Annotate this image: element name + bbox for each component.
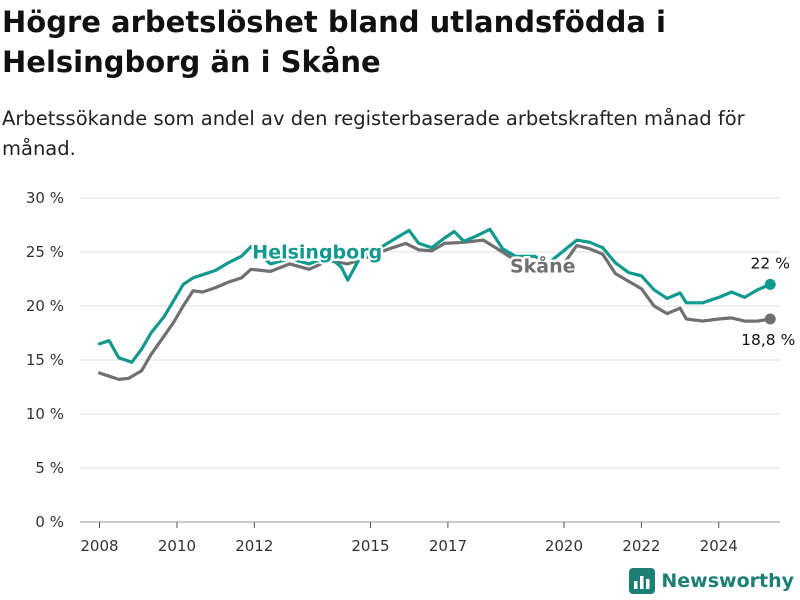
series-labels: Helsingborg Skåne 22 % 18,8 % [250,239,798,351]
y-tick-label: 10 % [26,405,64,423]
chart-subtitle: Arbetssökande som andel av den registerb… [2,107,745,160]
y-axis: 0 % 5 % 10 % 15 % 20 % 25 % 30 % [26,189,64,531]
chart-title: Högre arbetslöshet bland utlandsfödda i … [2,5,666,79]
brand-name: Newsworthy [661,570,794,592]
bar-chart-logo-icon [629,568,656,594]
x-tick-label: 2020 [545,537,583,555]
end-label-helsingborg: 22 % [751,254,790,272]
x-tick-label: 2010 [158,537,196,555]
y-tick-label: 5 % [35,459,64,477]
y-tick-label: 0 % [35,513,64,531]
series-lines [97,227,776,381]
end-point-helsingborg [764,278,776,290]
series-label-skane: Skåne [510,253,576,277]
series-line-skåne [97,238,772,381]
y-tick-label: 25 % [26,243,64,261]
end-point-skåne [764,313,776,325]
x-tick-label: 2008 [80,537,118,555]
x-tick-label: 2022 [622,537,660,555]
y-tick-label: 15 % [26,351,64,369]
x-tick-label: 2024 [700,537,738,555]
series-line-helsingborg [97,227,772,364]
y-tick-label: 30 % [26,189,64,207]
x-axis: 2008 2010 2012 2015 2017 2020 2022 2024 [80,522,738,555]
x-tick-label: 2015 [351,537,389,555]
line-chart: 0 %5 %10 %15 %20 %25 %30 % 2008 2010 2012 2… [26,189,798,555]
x-tick-label: 2017 [429,537,467,555]
brand-logo[interactable]: Newsworthy [629,568,794,594]
series-label-helsingborg: Helsingborg [252,241,382,263]
x-tick-label: 2012 [235,537,273,555]
y-tick-label: 20 % [26,297,64,315]
end-label-skane: 18,8 % [741,331,795,349]
